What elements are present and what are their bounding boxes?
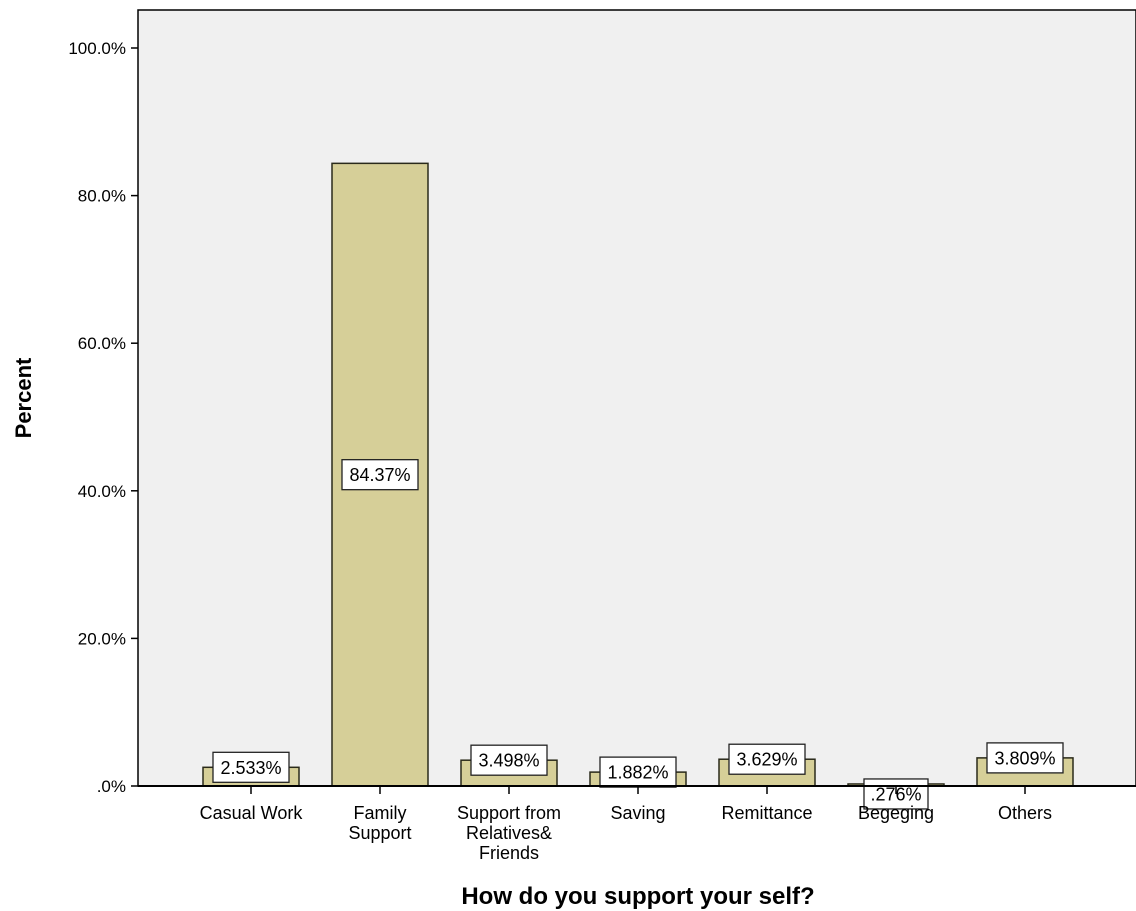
x-tick-label: Saving xyxy=(610,803,665,823)
y-axis-label: Percent xyxy=(11,357,36,438)
bars: 2.533% 84.37% 3.498% 1.882% 3.629% .276% 3.809… xyxy=(202,162,1074,810)
x-tick-label: Support xyxy=(348,823,411,843)
data-label: 2.533% xyxy=(220,758,281,778)
x-tick-label: Support from xyxy=(457,803,561,823)
data-label-box xyxy=(986,742,1064,774)
x-tick-label: Family xyxy=(354,803,407,823)
y-tick-label: 100.0% xyxy=(68,39,126,58)
data-label: 3.629% xyxy=(736,750,797,770)
y-tick-label: 80.0% xyxy=(78,187,126,206)
x-tick-label: Others xyxy=(998,803,1052,823)
y-tick-label: 20.0% xyxy=(78,629,126,648)
y-tick-label: 40.0% xyxy=(78,482,126,501)
data-label: 84.37% xyxy=(349,465,410,485)
y-tick-label: .0% xyxy=(97,777,126,796)
data-label-box xyxy=(212,751,290,783)
x-tick-label: Begeging xyxy=(858,803,934,823)
x-tick-label: Relatives& xyxy=(466,823,552,843)
y-axis: .0% 20.0% 40.0% 60.0% 80.0% 100.0% xyxy=(68,39,138,796)
data-label: 1.882% xyxy=(607,763,668,783)
x-axis-label: How do you support your self? xyxy=(461,883,814,910)
x-tick-label: Casual Work xyxy=(200,803,304,823)
data-label: 3.809% xyxy=(994,748,1055,768)
data-label: .276% xyxy=(870,784,921,804)
data-label-box xyxy=(599,756,677,788)
data-label-box xyxy=(728,743,806,775)
x-tick-label: Remittance xyxy=(721,803,812,823)
data-label-box xyxy=(470,744,548,776)
plot-area xyxy=(137,9,1136,787)
x-tick-label: Friends xyxy=(479,843,539,863)
data-label-box xyxy=(341,459,419,491)
y-tick-label: 60.0% xyxy=(78,334,126,353)
data-label: 3.498% xyxy=(478,751,539,771)
